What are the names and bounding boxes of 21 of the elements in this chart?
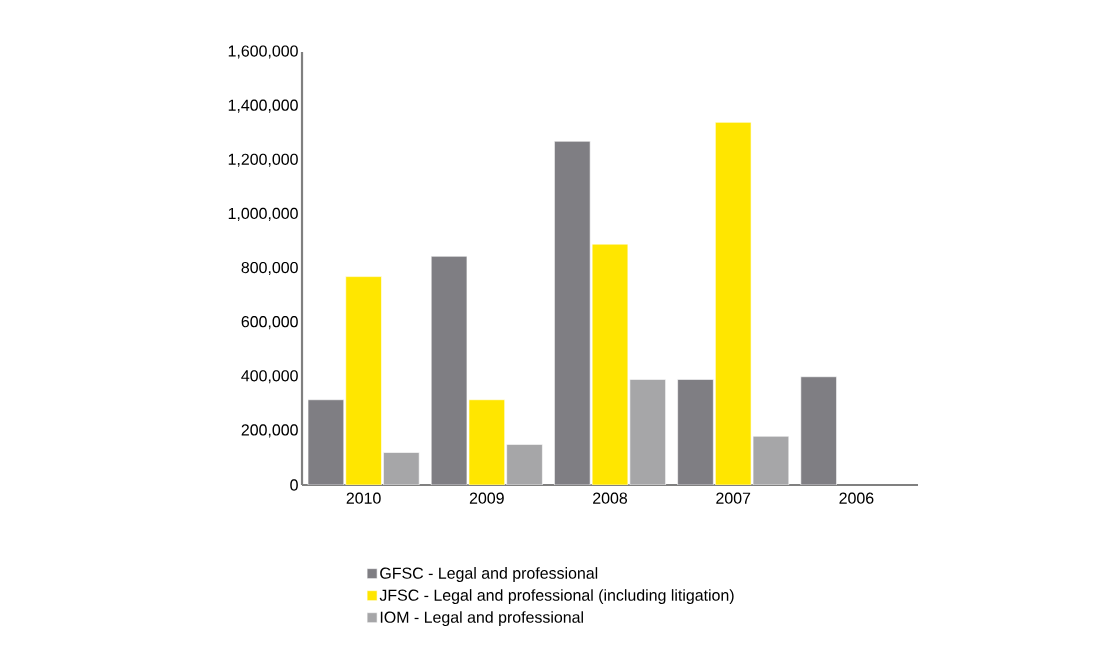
y-tick-label: 1,200,000 — [228, 153, 298, 167]
y-tick-label: 600,000 — [241, 316, 298, 330]
bar — [752, 435, 790, 485]
y-tick-label: 0 — [290, 479, 298, 491]
bar — [629, 379, 666, 485]
legend-label: GFSC - Legal and professional — [380, 567, 598, 582]
y-tick-label: 1,000,000 — [228, 207, 298, 221]
bar — [383, 452, 420, 485]
bar — [506, 444, 543, 485]
x-tick-label: 2010 — [346, 492, 381, 504]
x-tick-label: 2008 — [593, 492, 628, 504]
y-tick-label: 400,000 — [241, 370, 298, 384]
x-tick-label: 2006 — [839, 492, 874, 504]
y-tick-label: 1,400,000 — [228, 99, 298, 113]
y-tick-label: 800,000 — [241, 261, 298, 276]
legend-label: JFSC - Legal and professional (including litigation) — [379, 589, 734, 604]
x-tick-label: 2009 — [469, 492, 504, 504]
y-tick-label: 1,600,000 — [228, 45, 298, 59]
x-tick-label: 2007 — [716, 492, 751, 504]
legend-label: IOM - Legal and professional — [380, 611, 583, 627]
y-tick-label: 200,000 — [241, 424, 298, 438]
